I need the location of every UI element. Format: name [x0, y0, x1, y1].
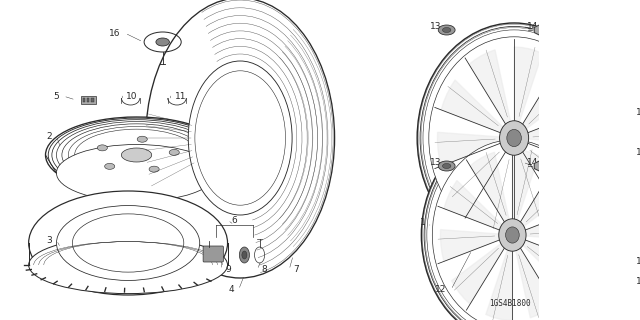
Ellipse shape — [56, 145, 216, 202]
Text: 17: 17 — [636, 258, 640, 267]
Text: 15: 15 — [636, 148, 640, 156]
Ellipse shape — [424, 130, 601, 320]
Polygon shape — [525, 209, 584, 240]
Ellipse shape — [188, 61, 292, 215]
Ellipse shape — [239, 247, 250, 263]
Ellipse shape — [29, 191, 228, 295]
Ellipse shape — [420, 27, 608, 250]
Ellipse shape — [149, 166, 159, 172]
Text: 7: 7 — [293, 266, 299, 275]
Text: 16: 16 — [109, 28, 120, 37]
Ellipse shape — [438, 161, 455, 171]
Polygon shape — [444, 180, 502, 230]
Ellipse shape — [52, 120, 221, 190]
Polygon shape — [452, 244, 504, 304]
Text: 3: 3 — [47, 236, 52, 244]
Polygon shape — [441, 80, 503, 133]
Polygon shape — [469, 50, 511, 124]
Polygon shape — [438, 132, 500, 166]
Polygon shape — [528, 110, 591, 144]
FancyBboxPatch shape — [203, 246, 223, 262]
Polygon shape — [449, 147, 506, 212]
Polygon shape — [470, 152, 509, 222]
Text: 6: 6 — [232, 215, 237, 225]
Text: 4: 4 — [228, 285, 234, 294]
Ellipse shape — [442, 28, 451, 33]
Ellipse shape — [122, 148, 152, 162]
Text: 13: 13 — [430, 157, 442, 166]
Text: 5: 5 — [53, 92, 59, 100]
Polygon shape — [513, 149, 539, 220]
Polygon shape — [525, 143, 587, 196]
Text: 1GS4B1800: 1GS4B1800 — [490, 299, 531, 308]
Text: 15: 15 — [636, 277, 640, 286]
Ellipse shape — [417, 23, 611, 253]
Ellipse shape — [56, 205, 200, 280]
Text: 10: 10 — [127, 92, 138, 100]
Ellipse shape — [68, 126, 205, 183]
FancyBboxPatch shape — [87, 98, 90, 102]
Ellipse shape — [242, 251, 247, 259]
Ellipse shape — [104, 164, 115, 169]
Ellipse shape — [45, 117, 228, 193]
Polygon shape — [534, 25, 545, 35]
Ellipse shape — [72, 214, 184, 272]
Text: 8: 8 — [261, 266, 267, 275]
Polygon shape — [514, 47, 542, 122]
Ellipse shape — [421, 127, 604, 320]
Circle shape — [500, 121, 529, 155]
Circle shape — [507, 129, 522, 147]
Ellipse shape — [137, 136, 147, 142]
Text: 11: 11 — [175, 92, 186, 100]
Text: 2: 2 — [47, 132, 52, 140]
Ellipse shape — [62, 124, 211, 186]
Text: 12: 12 — [435, 285, 447, 294]
Text: 14: 14 — [527, 21, 538, 30]
Ellipse shape — [169, 149, 179, 156]
Text: 9: 9 — [226, 266, 232, 275]
FancyBboxPatch shape — [91, 98, 93, 102]
Ellipse shape — [48, 118, 225, 192]
Polygon shape — [520, 166, 573, 226]
Text: 13: 13 — [430, 21, 442, 30]
Polygon shape — [440, 230, 499, 261]
Circle shape — [499, 219, 526, 251]
Ellipse shape — [97, 145, 108, 151]
Ellipse shape — [423, 30, 605, 246]
Ellipse shape — [191, 65, 289, 211]
Text: 17: 17 — [636, 108, 640, 116]
Text: 14: 14 — [527, 157, 538, 166]
Text: 1: 1 — [420, 218, 426, 227]
Ellipse shape — [427, 133, 598, 320]
Ellipse shape — [438, 25, 455, 35]
Ellipse shape — [432, 140, 593, 320]
Ellipse shape — [75, 129, 198, 181]
Ellipse shape — [429, 37, 600, 239]
Polygon shape — [486, 154, 514, 229]
Ellipse shape — [156, 38, 170, 46]
Ellipse shape — [146, 0, 335, 278]
FancyBboxPatch shape — [83, 98, 85, 102]
Polygon shape — [523, 240, 581, 290]
Polygon shape — [523, 64, 579, 129]
Circle shape — [506, 227, 519, 243]
Polygon shape — [534, 161, 545, 171]
Polygon shape — [486, 250, 513, 320]
Ellipse shape — [56, 122, 216, 188]
Polygon shape — [516, 248, 555, 318]
Ellipse shape — [442, 164, 451, 169]
FancyBboxPatch shape — [81, 96, 96, 104]
Ellipse shape — [29, 236, 228, 294]
Polygon shape — [518, 152, 559, 226]
